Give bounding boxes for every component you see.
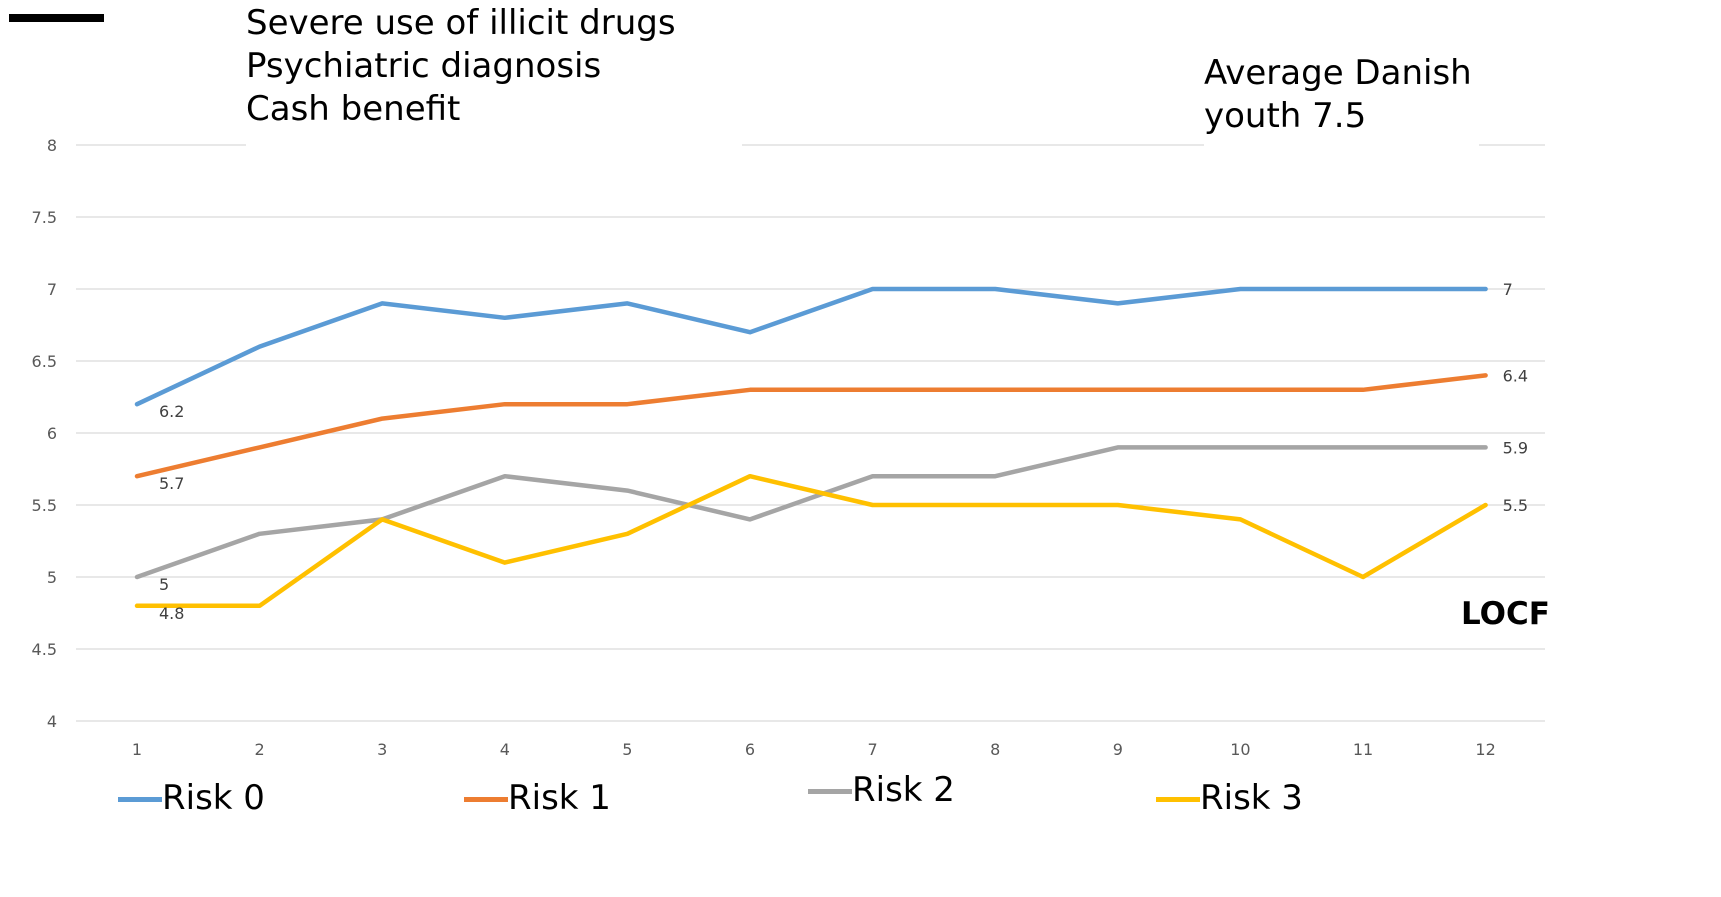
y-tick-label: 8 xyxy=(47,136,57,155)
x-tick-label: 2 xyxy=(255,740,265,759)
x-tick-label: 7 xyxy=(868,740,878,759)
reference-note-line1: Average Danish xyxy=(1204,53,1472,93)
x-tick-label: 11 xyxy=(1353,740,1373,759)
legend-label: Risk 3 xyxy=(1200,778,1303,818)
title-bar-decoration xyxy=(9,14,104,22)
end-label-risk-2: 5.9 xyxy=(1503,438,1528,457)
header-note-drugs: Severe use of illicit drugs xyxy=(246,3,676,43)
x-tick-label: 6 xyxy=(745,740,755,759)
series-line-risk-1 xyxy=(134,373,1488,479)
y-axis-ticks: 4 4.5 5 5.5 6 6.5 7 7.5 8 xyxy=(32,136,57,731)
header-note-psychiatric: Psychiatric diagnosis xyxy=(246,46,602,86)
end-label-risk-3: 5.5 xyxy=(1503,496,1528,515)
y-tick-label: 5 xyxy=(47,568,57,587)
header-note-cash: Cash benefit xyxy=(246,89,461,129)
y-tick-label: 7 xyxy=(47,280,57,299)
y-tick-label: 5.5 xyxy=(32,496,57,515)
legend-label: Risk 2 xyxy=(852,770,955,810)
y-tick-label: 6 xyxy=(47,424,57,443)
x-tick-label: 10 xyxy=(1230,740,1250,759)
locf-label: LOCF xyxy=(1461,596,1550,632)
legend-item-risk-2: Risk 2 xyxy=(808,770,955,810)
legend-swatch xyxy=(464,797,508,802)
series-lines xyxy=(134,286,1488,609)
x-tick-label: 1 xyxy=(132,740,142,759)
x-tick-label: 4 xyxy=(500,740,510,759)
start-label-risk-1: 5.7 xyxy=(159,474,184,493)
reference-note-line2: youth 7.5 xyxy=(1204,96,1367,136)
x-tick-label: 3 xyxy=(377,740,387,759)
legend-label: Risk 0 xyxy=(162,778,265,818)
series-line-risk-0 xyxy=(134,286,1488,407)
reference-note: Average Danish youth 7.5 xyxy=(1204,52,1472,138)
end-label-risk-1: 6.4 xyxy=(1503,366,1528,385)
x-tick-label: 9 xyxy=(1113,740,1123,759)
data-labels: 6.2 7 5.7 6.4 5 5.9 4.8 5.5 xyxy=(159,280,1528,623)
legend-label: Risk 1 xyxy=(508,778,611,818)
start-label-risk-3: 4.8 xyxy=(159,604,184,623)
x-tick-label: 5 xyxy=(622,740,632,759)
series-line-risk-2 xyxy=(134,445,1488,580)
legend-item-risk-0: Risk 0 xyxy=(118,778,265,818)
legend-item-risk-1: Risk 1 xyxy=(464,778,611,818)
y-tick-label: 4.5 xyxy=(32,640,57,659)
x-axis-ticks: 1 2 3 4 5 6 7 8 9 10 11 12 xyxy=(132,740,1496,759)
legend-item-risk-3: Risk 3 xyxy=(1156,778,1303,818)
x-tick-label: 12 xyxy=(1475,740,1495,759)
start-label-risk-0: 6.2 xyxy=(159,402,184,421)
gridlines xyxy=(76,144,1545,722)
legend-swatch xyxy=(118,797,162,802)
header-notes: Severe use of illicit drugs Psychiatric … xyxy=(246,2,676,131)
legend-swatch xyxy=(1156,797,1200,802)
legend-swatch xyxy=(808,789,852,794)
start-label-risk-2: 5 xyxy=(159,575,169,594)
x-tick-label: 8 xyxy=(990,740,1000,759)
y-tick-label: 7.5 xyxy=(32,208,57,227)
y-tick-label: 4 xyxy=(47,712,57,731)
y-tick-label: 6.5 xyxy=(32,352,57,371)
series-line-risk-3 xyxy=(134,473,1488,609)
end-label-risk-0: 7 xyxy=(1503,280,1513,299)
